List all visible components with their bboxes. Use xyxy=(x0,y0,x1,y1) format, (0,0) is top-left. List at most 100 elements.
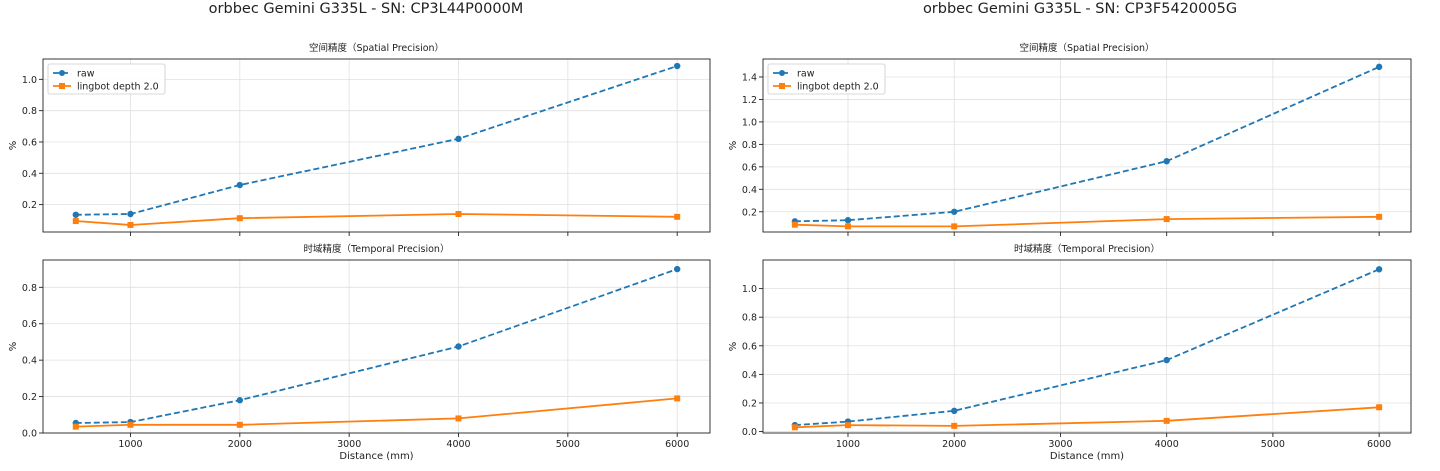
legend-entry: raw xyxy=(797,69,815,80)
legend-marker xyxy=(779,83,785,89)
data-point-lingbot xyxy=(72,423,79,430)
series-line-raw xyxy=(75,268,678,424)
data-point-raw xyxy=(236,181,244,189)
subplot-title: 时域精度（Temporal Precision） xyxy=(304,243,450,255)
y-tick-label: 1.4 xyxy=(742,72,757,83)
legend-marker xyxy=(59,70,65,76)
y-tick-label: 1.0 xyxy=(22,75,37,86)
data-point-raw xyxy=(1163,356,1170,364)
series-line-raw xyxy=(75,65,678,216)
y-tick-label: 0.8 xyxy=(742,140,757,151)
x-tick-label: 6000 xyxy=(1367,439,1391,450)
data-point-raw xyxy=(673,62,681,70)
legend-entry: lingbot depth 2.0 xyxy=(797,82,879,93)
data-point-lingbot xyxy=(844,422,851,429)
axes-frame xyxy=(42,259,711,434)
data-point-lingbot xyxy=(791,221,798,228)
legend-entry: raw xyxy=(77,69,95,80)
y-tick-label: 0.2 xyxy=(22,200,37,211)
data-point-lingbot xyxy=(1376,404,1383,411)
data-point-lingbot xyxy=(455,210,462,217)
subplot-2: 0.2 0.4 0.6 0.8 1.0 1.2 1.4 空间精度（Spatial Precis… xyxy=(728,42,1412,236)
y-tick-label: 0.0 xyxy=(22,429,37,440)
data-point-lingbot xyxy=(844,223,851,230)
data-point-lingbot xyxy=(791,424,798,431)
legend xyxy=(767,63,886,95)
axes-frame xyxy=(762,259,1412,434)
y-tick-label: 0.6 xyxy=(22,319,37,330)
subplot-title: 空间精度（Spatial Precision） xyxy=(309,42,444,54)
y-tick-label: 1.2 xyxy=(742,95,757,106)
data-point-lingbot xyxy=(236,421,243,428)
x-axis-label: Distance (mm) xyxy=(1050,451,1124,462)
data-point-raw xyxy=(455,343,462,350)
data-point-raw xyxy=(951,208,958,215)
x-tick-label: 5000 xyxy=(556,439,580,450)
y-tick-label: 0.2 xyxy=(22,392,37,403)
y-tick-label: 0.6 xyxy=(742,162,757,173)
data-point-lingbot xyxy=(1163,417,1170,424)
x-tick-label: 6000 xyxy=(665,439,689,450)
data-point-raw xyxy=(673,265,681,273)
data-point-raw xyxy=(236,397,244,404)
series-line-raw xyxy=(794,268,1380,426)
data-point-raw xyxy=(72,211,80,218)
y-tick-label: 0.4 xyxy=(22,356,37,367)
series-line-lingbot xyxy=(794,215,1380,228)
subplot-3: 0.0 0.2 0.4 0.6 0.8 1.0 1000 2000 3000 4000 5000 60… xyxy=(728,243,1412,462)
y-tick-label: 0.6 xyxy=(742,341,757,352)
y-tick-label: 1.0 xyxy=(742,284,757,295)
data-point-lingbot xyxy=(72,218,79,225)
legend-entry: lingbot depth 2.0 xyxy=(77,82,159,93)
y-tick-label: 0.8 xyxy=(22,283,37,294)
y-axis-label: % xyxy=(8,342,19,352)
data-point-raw xyxy=(844,217,852,224)
legend-marker xyxy=(59,83,65,89)
data-point-raw xyxy=(951,407,958,415)
x-tick-label: 3000 xyxy=(337,439,361,450)
x-tick-label: 4000 xyxy=(1155,439,1179,450)
x-axis-label: Distance (mm) xyxy=(339,451,413,462)
data-point-lingbot xyxy=(1163,216,1170,223)
data-point-lingbot xyxy=(951,422,958,429)
y-tick-label: 0.2 xyxy=(742,207,757,218)
data-point-raw xyxy=(1375,266,1383,273)
series-line-raw xyxy=(794,66,1380,223)
y-axis-label: % xyxy=(8,141,19,151)
x-tick-label: 1000 xyxy=(836,439,860,450)
x-tick-label: 2000 xyxy=(942,439,966,450)
figure-title-left: orbbec Gemini G335L - SN: CP3L44P0000M xyxy=(209,1,524,17)
subplot-1: 0.0 0.2 0.4 0.6 0.8 1000 2000 3000 4000 5000 6000 时… xyxy=(8,243,711,462)
data-point-lingbot xyxy=(674,395,681,402)
data-point-raw xyxy=(1163,158,1170,165)
data-point-raw xyxy=(127,210,134,218)
x-tick-label: 5000 xyxy=(1261,439,1285,450)
y-tick-label: 0.4 xyxy=(742,370,757,381)
y-tick-label: 0.8 xyxy=(742,313,757,324)
data-point-lingbot xyxy=(455,415,462,422)
series-line-lingbot xyxy=(75,397,678,428)
y-tick-label: 0.4 xyxy=(22,169,37,180)
y-tick-label: 0.0 xyxy=(742,427,757,438)
data-point-lingbot xyxy=(1376,213,1383,220)
data-point-lingbot xyxy=(236,215,243,222)
data-point-lingbot xyxy=(674,213,681,220)
data-point-lingbot xyxy=(127,221,134,228)
y-tick-label: 0.8 xyxy=(22,106,37,117)
y-axis-label: % xyxy=(728,141,739,151)
data-point-lingbot xyxy=(951,223,958,230)
data-point-raw xyxy=(1375,63,1383,71)
y-axis-label: % xyxy=(728,342,739,352)
figure-title-right: orbbec Gemini G335L - SN: CP3F5420005G xyxy=(923,1,1237,17)
y-tick-label: 0.6 xyxy=(22,137,37,148)
x-tick-label: 2000 xyxy=(228,439,252,450)
legend-marker xyxy=(779,70,785,76)
axes-frame xyxy=(762,58,1412,233)
x-tick-label: 1000 xyxy=(118,439,142,450)
y-tick-label: 0.2 xyxy=(742,398,757,409)
subplot-title: 空间精度（Spatial Precision） xyxy=(1019,42,1154,54)
y-tick-label: 1.0 xyxy=(742,117,757,128)
series-line-lingbot xyxy=(75,213,678,226)
